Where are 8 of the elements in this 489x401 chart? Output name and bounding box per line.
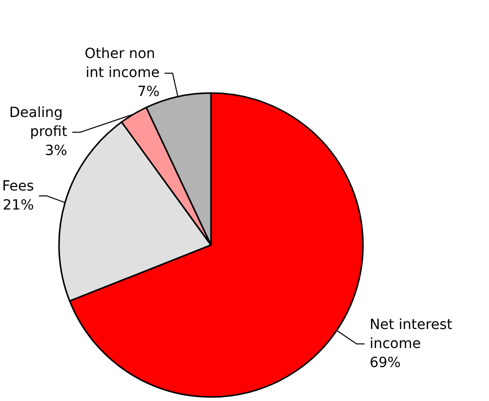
slice-label: Other non int income [84, 46, 160, 82]
slice-label: Net interest income [370, 316, 457, 352]
data-label: 3% [45, 143, 68, 160]
data-label: 69% [370, 354, 401, 371]
slice-label: Fees [2, 178, 34, 194]
slice-label: Dealing profit [9, 105, 68, 140]
data-label: 7% [137, 84, 160, 100]
data-label: 21% [2, 197, 34, 214]
